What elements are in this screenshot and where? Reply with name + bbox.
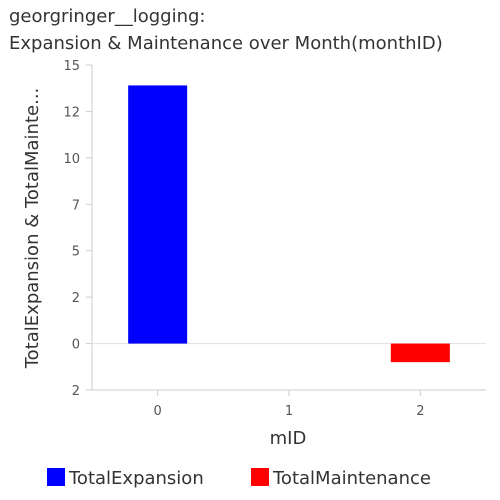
x-axis: 0 1 2 xyxy=(92,389,486,419)
y-tick-label: 15 xyxy=(63,59,80,74)
legend: TotalExpansion TotalMaintenance xyxy=(47,468,431,489)
y-tick-label: 10 xyxy=(63,152,80,167)
y-tick-label: 7 xyxy=(72,198,80,213)
x-tick-label: 0 xyxy=(154,404,162,419)
y-tick-label: 0 xyxy=(72,338,80,353)
x-tick-label: 2 xyxy=(416,404,424,419)
y-axis-label: TotalExpansion & TotalMainte... xyxy=(22,88,43,370)
legend-label-totalmaintenance: TotalMaintenance xyxy=(272,468,431,489)
chart-title-line-1: georgringer__logging: xyxy=(9,6,206,27)
bar-totalexpansion-0[interactable] xyxy=(128,85,188,344)
x-tick-label: 1 xyxy=(285,404,293,419)
x-axis-label: mID xyxy=(270,428,307,449)
chart-title-line-2: Expansion & Maintenance over Month(month… xyxy=(9,33,443,54)
y-tick-label: 2 xyxy=(72,384,80,399)
bars xyxy=(92,85,486,363)
legend-swatch-totalmaintenance xyxy=(251,468,269,486)
y-tick-label: 5 xyxy=(72,245,80,260)
y-axis: 15 12 10 7 5 2 0 2 xyxy=(63,59,93,399)
legend-swatch-totalexpansion xyxy=(47,468,65,486)
y-tick-label: 12 xyxy=(63,105,80,120)
legend-label-totalexpansion: TotalExpansion xyxy=(68,468,204,489)
y-tick-label: 2 xyxy=(72,291,80,306)
bar-totalmaintenance-2[interactable] xyxy=(390,343,450,363)
